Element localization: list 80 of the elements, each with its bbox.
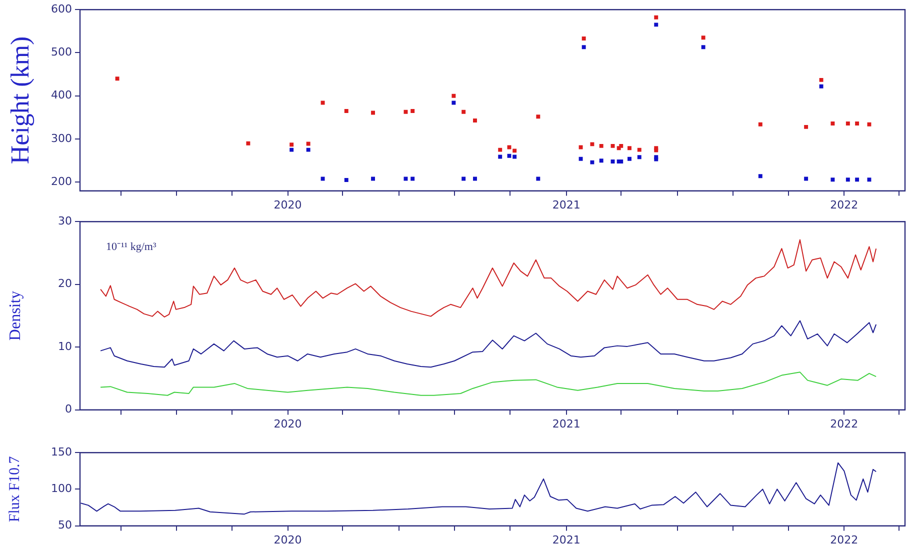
point bbox=[512, 154, 517, 159]
point bbox=[855, 122, 860, 126]
y-tick-label: 150 bbox=[51, 445, 72, 458]
point bbox=[819, 84, 824, 88]
point bbox=[758, 174, 762, 178]
point bbox=[290, 142, 294, 147]
point bbox=[804, 176, 808, 181]
point bbox=[290, 148, 294, 152]
point bbox=[582, 45, 586, 50]
point bbox=[819, 78, 824, 82]
y-tick-label: 10 bbox=[58, 340, 72, 353]
x-tick-label: 2022 bbox=[830, 417, 858, 430]
point bbox=[701, 36, 706, 40]
point bbox=[473, 176, 477, 181]
point bbox=[320, 100, 325, 105]
point bbox=[846, 122, 850, 126]
point bbox=[498, 148, 502, 152]
point bbox=[498, 154, 502, 159]
point bbox=[855, 178, 860, 182]
y-tick-label: 100 bbox=[51, 482, 72, 496]
point bbox=[578, 145, 583, 150]
point bbox=[462, 176, 466, 181]
point bbox=[452, 100, 456, 105]
point bbox=[410, 109, 415, 113]
point bbox=[654, 15, 658, 20]
x-tick-label: 2020 bbox=[274, 198, 302, 212]
y-tick-label: 50 bbox=[58, 518, 72, 532]
y-tick-label: 0 bbox=[65, 402, 72, 416]
point bbox=[628, 156, 632, 161]
x-tick-label: 2020 bbox=[274, 417, 302, 430]
point bbox=[758, 122, 762, 126]
point bbox=[536, 114, 540, 119]
y-tick-label: 30 bbox=[58, 214, 72, 228]
point bbox=[599, 158, 604, 163]
point bbox=[599, 144, 604, 148]
point bbox=[344, 178, 348, 182]
point bbox=[306, 148, 310, 152]
point bbox=[701, 45, 706, 50]
point bbox=[462, 110, 466, 114]
point bbox=[578, 156, 583, 161]
point bbox=[306, 142, 310, 146]
point bbox=[512, 148, 517, 153]
point bbox=[804, 124, 808, 129]
point bbox=[344, 109, 348, 113]
y-axis-title: Height (km) bbox=[5, 36, 34, 164]
point bbox=[637, 155, 642, 160]
point bbox=[830, 122, 835, 126]
point bbox=[246, 141, 250, 146]
point bbox=[452, 94, 456, 98]
point bbox=[619, 144, 624, 148]
x-tick-label: 2021 bbox=[552, 533, 580, 546]
y-tick-label: 300 bbox=[51, 132, 72, 145]
point bbox=[371, 176, 375, 181]
x-tick-label: 2020 bbox=[274, 533, 302, 546]
y-axis-title: Density bbox=[6, 290, 24, 341]
point bbox=[582, 36, 586, 40]
x-tick-label: 2022 bbox=[830, 533, 858, 546]
y-tick-label: 20 bbox=[58, 277, 72, 290]
point bbox=[654, 22, 658, 27]
y-tick-label: 600 bbox=[51, 2, 72, 16]
y-tick-label: 500 bbox=[51, 46, 72, 59]
x-tick-label: 2021 bbox=[552, 417, 580, 430]
y-axis-title: Flux F10.7 bbox=[6, 456, 23, 522]
y-tick-label: 200 bbox=[51, 175, 72, 188]
point bbox=[590, 142, 594, 146]
point bbox=[846, 178, 850, 182]
y-tick-label: 400 bbox=[51, 88, 72, 102]
point bbox=[628, 146, 632, 150]
point bbox=[830, 178, 835, 182]
point bbox=[473, 118, 477, 122]
point bbox=[371, 110, 375, 115]
point bbox=[536, 176, 540, 181]
point bbox=[115, 76, 120, 81]
point bbox=[590, 160, 594, 164]
point bbox=[637, 148, 642, 152]
point bbox=[410, 176, 415, 181]
annotation: 10⁻¹¹ kg/m³ bbox=[106, 240, 157, 253]
x-tick-label: 2022 bbox=[830, 198, 858, 212]
x-tick-label: 2021 bbox=[552, 198, 580, 212]
point bbox=[320, 176, 325, 181]
